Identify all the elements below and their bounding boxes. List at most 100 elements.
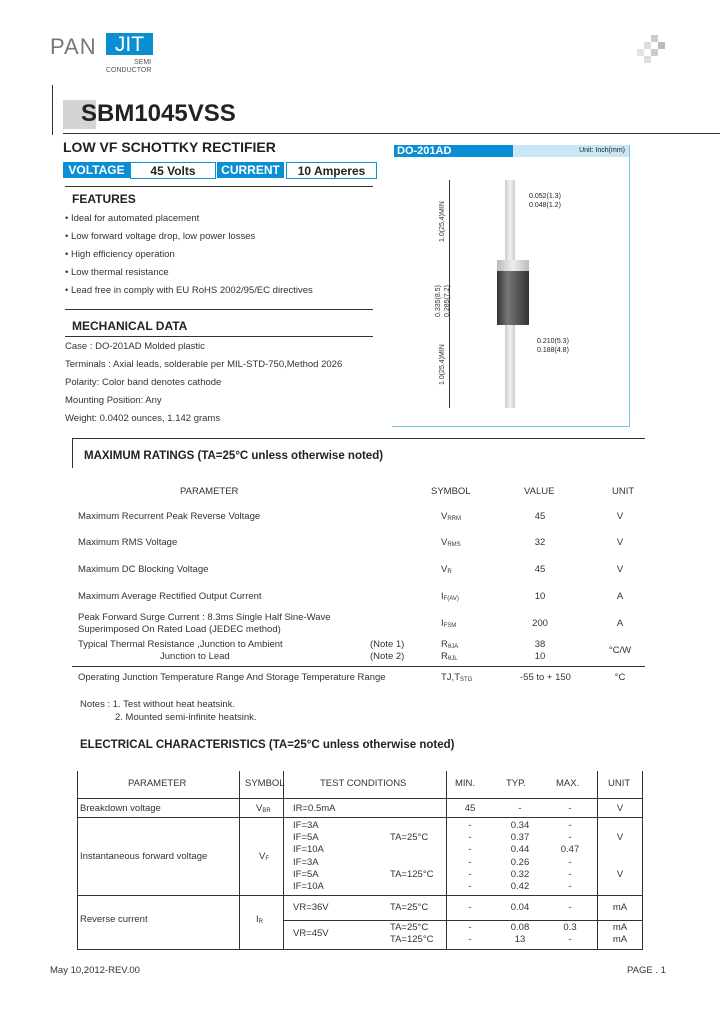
voltage-value: 45 Volts (130, 162, 216, 179)
electrical-table (77, 771, 643, 950)
char-condition: VR=36V (293, 902, 329, 913)
divider (77, 817, 642, 818)
rating-parameter: Maximum Average Rectified Output Current (78, 591, 262, 602)
char-max: - (568, 881, 572, 892)
header-min: MIN. (455, 778, 476, 789)
char-typ: 0.32 (510, 869, 530, 880)
char-max: - (568, 934, 572, 945)
header-symbol: SYMBOL (245, 778, 285, 789)
rating-parameter: Junction to Lead (160, 651, 230, 662)
rating-parameter: Maximum DC Blocking Voltage (78, 564, 209, 575)
divider (63, 133, 720, 134)
body-dia-min: 0.188(4.8) (537, 347, 569, 354)
char-min: - (468, 844, 472, 855)
mechanical-item: Weight: 0.0402 ounces, 1.142 grams (65, 413, 221, 424)
char-min: - (468, 922, 472, 933)
rating-unit: A (616, 618, 624, 629)
divider (65, 309, 373, 310)
char-min: 45 (464, 803, 476, 814)
char-unit: mA (612, 902, 628, 913)
rating-unit: V (616, 537, 624, 548)
rating-symbol: TJ,TSTG (441, 672, 473, 683)
feature-item: • High efficiency operation (65, 249, 175, 260)
rating-value: 10 (534, 651, 546, 662)
char-typ: 13 (514, 934, 526, 945)
divider (65, 336, 373, 337)
header-typ: TYP. (506, 778, 526, 789)
logo-text-pan: PAN (50, 34, 97, 59)
divider (446, 771, 447, 949)
rating-value: 45 (534, 564, 546, 575)
char-max: - (568, 832, 572, 843)
char-condition: IF=10A (293, 844, 324, 855)
header-test-conditions: TEST CONDITIONS (320, 778, 407, 789)
char-parameter: Reverse current (80, 914, 148, 925)
lead-dia-min: 0.048(1.2) (529, 202, 561, 209)
rating-symbol: VR (441, 564, 452, 575)
feature-item: • Low forward voltage drop, low power lo… (65, 231, 256, 242)
header-parameter: PARAMETER (128, 778, 187, 789)
current-label: CURRENT (217, 162, 284, 178)
feature-item: • Low thermal resistance (65, 267, 169, 278)
header-max: MAX. (556, 778, 580, 789)
divider (72, 666, 645, 667)
char-max: 0.47 (560, 844, 580, 855)
char-unit: mA (612, 922, 628, 933)
rating-value: 38 (534, 639, 546, 650)
footer-date: May 10,2012-REV.00 (50, 965, 140, 976)
logo-sub-conductor: CONDUCTOR (106, 67, 152, 74)
char-typ: 0.42 (510, 881, 530, 892)
divider (283, 920, 642, 921)
max-ratings-title: MAXIMUM RATINGS (TA=25°C unless otherwis… (84, 450, 384, 462)
rating-symbol: IFSM (441, 618, 457, 629)
lead-length-bottom: 1.0(25.4)MIN (439, 344, 446, 385)
char-unit: V (616, 869, 624, 880)
package-name: DO-201AD (394, 145, 516, 157)
char-min: - (468, 934, 472, 945)
divider (642, 771, 643, 949)
divider (283, 771, 284, 949)
mechanical-item: Case : DO-201AD Molded plastic (65, 341, 205, 352)
rating-unit: V (616, 564, 624, 575)
rating-note: (Note 2) (370, 651, 405, 662)
char-temperature: TA=125°C (390, 869, 434, 880)
package-panel: DO-201AD Unit: Inch(mm) 0.052(1.3) 0.048… (392, 145, 630, 427)
rating-unit: V (616, 511, 624, 522)
char-condition: IF=3A (293, 820, 319, 831)
char-condition: IF=5A (293, 832, 319, 843)
char-typ: 0.04 (510, 902, 530, 913)
divider (77, 895, 642, 896)
logo-sub-semi: SEMI (134, 59, 152, 66)
body-length-min: 0.285(7.2) (444, 285, 451, 317)
rating-symbol: IF(AV) (441, 591, 459, 602)
char-min: - (468, 902, 472, 913)
diode-body (497, 271, 529, 325)
package-unit: Unit: Inch(mm) (513, 145, 629, 157)
note-2: 2. Mounted semi-infinite heatsink. (115, 712, 257, 723)
rating-unit: °C/W (608, 645, 632, 656)
logo-text-jit: JIT (106, 33, 153, 56)
divider (72, 438, 645, 439)
char-unit: V (616, 832, 624, 843)
header-symbol: SYMBOL (431, 486, 471, 497)
char-min: - (468, 881, 472, 892)
header-unit: UNIT (608, 778, 631, 789)
feature-item: • Ideal for automated placement (65, 213, 200, 224)
char-condition: VR=45V (293, 928, 329, 939)
rating-symbol: RθJA (441, 639, 459, 650)
char-max: 0.3 (563, 922, 577, 933)
char-max: - (568, 869, 572, 880)
char-typ: 0.37 (510, 832, 530, 843)
rating-value: 32 (534, 537, 546, 548)
body-length-max: 0.335(8.5) (435, 285, 442, 317)
char-min: - (468, 869, 472, 880)
mechanical-heading: MECHANICAL DATA (72, 319, 188, 333)
rating-parameter: Operating Junction Temperature Range And… (78, 672, 386, 683)
rating-value: 45 (534, 511, 546, 522)
current-value: 10 Amperes (286, 162, 377, 179)
rating-symbol: RθJL (441, 651, 458, 662)
char-symbol: IR (256, 914, 263, 925)
lead-dia-max: 0.052(1.3) (529, 193, 561, 200)
char-temperature: TA=25°C (390, 922, 429, 933)
feature-item: • Lead free in comply with EU RoHS 2002/… (65, 285, 313, 296)
